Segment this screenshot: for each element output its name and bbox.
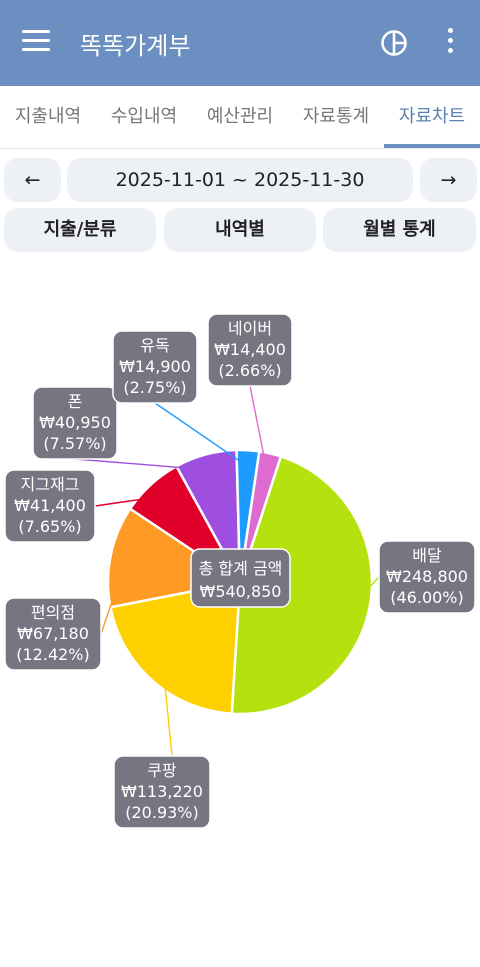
callout-percent: (2.66%) (218, 361, 281, 380)
leader-line-2 (100, 558, 127, 635)
callout-name: 유독 (140, 336, 169, 355)
tab-bar: 지출내역 수입내역 예산관리 자료통계 자료차트 (0, 86, 480, 148)
leader-line-5 (154, 402, 248, 467)
callout-amount: ₩40,950 (39, 413, 111, 432)
callout-box (113, 755, 211, 829)
callout-box (207, 313, 293, 387)
view-by-item-button[interactable]: 내역별 (164, 208, 316, 252)
callout-box (378, 540, 476, 614)
slice-callout-6: 네이버 ₩14,400 (2.66%) (207, 313, 293, 387)
callout-name: 쿠팡 (147, 761, 177, 780)
callout-percent: (7.65%) (18, 517, 81, 536)
callout-name: 배달 (412, 546, 442, 565)
leader-line-1 (162, 669, 173, 757)
tab-statistics[interactable]: 자료통계 (302, 106, 370, 127)
pie-chart: 배달 ₩248,800 (46.00%) 쿠팡 ₩113,220 (20.93%) 편의점 ₩… (4, 313, 476, 829)
callout-percent: (20.93%) (125, 803, 199, 822)
callout-box (4, 469, 96, 543)
tab-divider (0, 148, 480, 149)
callout-box (32, 386, 118, 460)
leader-line-6 (249, 385, 268, 470)
callout-box (112, 330, 198, 404)
prev-period-button[interactable]: ← (4, 158, 61, 202)
view-expense-category-button[interactable]: 지출/분류 (4, 208, 156, 252)
slice-callout-5: 유독 ₩14,900 (2.75%) (112, 330, 198, 404)
more-options-icon[interactable] (440, 28, 460, 60)
tab-charts[interactable]: 자료차트 (398, 106, 466, 127)
total-callout-box (190, 548, 291, 608)
callout-box (4, 597, 102, 671)
slice-callout-4: 폰 ₩40,950 (7.57%) (32, 386, 118, 460)
callout-percent: (2.75%) (123, 378, 186, 397)
callout-amount: ₩248,800 (386, 567, 468, 586)
view-monthly-stats-button[interactable]: 월별 통계 (323, 208, 476, 252)
callout-name: 네이버 (228, 319, 272, 338)
tab-budget[interactable]: 예산관리 (206, 106, 274, 127)
callout-name: 폰 (68, 392, 83, 411)
callout-percent: (7.57%) (43, 434, 106, 453)
total-callout: 총 합계 금액 ₩540,850 (190, 548, 291, 608)
next-period-button[interactable]: → (420, 158, 477, 202)
callout-amount: ₩67,180 (17, 624, 89, 643)
callout-percent: (12.42%) (16, 645, 90, 664)
pie-slice-1[interactable] (108, 580, 242, 716)
pie-slice-0[interactable] (230, 454, 374, 716)
slice-callout-3: 지그재그 ₩41,400 (7.65%) (4, 469, 96, 543)
callout-amount: ₩41,400 (14, 496, 86, 515)
app-title: 똑똑가계부 (80, 32, 191, 60)
pie-chart-icon[interactable] (380, 29, 408, 57)
callout-amount: ₩14,900 (119, 357, 191, 376)
total-label: 총 합계 금액 (199, 559, 283, 578)
leader-line-0 (353, 576, 380, 605)
callout-amount: ₩14,400 (214, 340, 286, 359)
callout-name: 지그재그 (21, 475, 80, 494)
slice-callout-2: 편의점 ₩67,180 (12.42%) (4, 597, 102, 671)
leader-line-3 (94, 495, 162, 507)
menu-icon[interactable] (22, 30, 50, 54)
tab-expense-list[interactable]: 지출내역 (14, 106, 82, 127)
leader-line-4 (74, 458, 210, 471)
tab-income-list[interactable]: 수입내역 (110, 106, 178, 127)
slice-callout-1: 쿠팡 ₩113,220 (20.93%) (113, 755, 211, 829)
active-tab-indicator (384, 144, 480, 148)
slice-callout-0: 배달 ₩248,800 (46.00%) (378, 540, 476, 614)
app-bar: 똑똑가계부 (0, 0, 480, 86)
total-amount: ₩540,850 (200, 582, 282, 601)
callout-percent: (46.00%) (390, 588, 464, 607)
callout-amount: ₩113,220 (121, 782, 203, 801)
date-range-selector[interactable]: 2025-11-01 ~ 2025-11-30 (67, 158, 413, 202)
callout-name: 편의점 (31, 603, 75, 622)
